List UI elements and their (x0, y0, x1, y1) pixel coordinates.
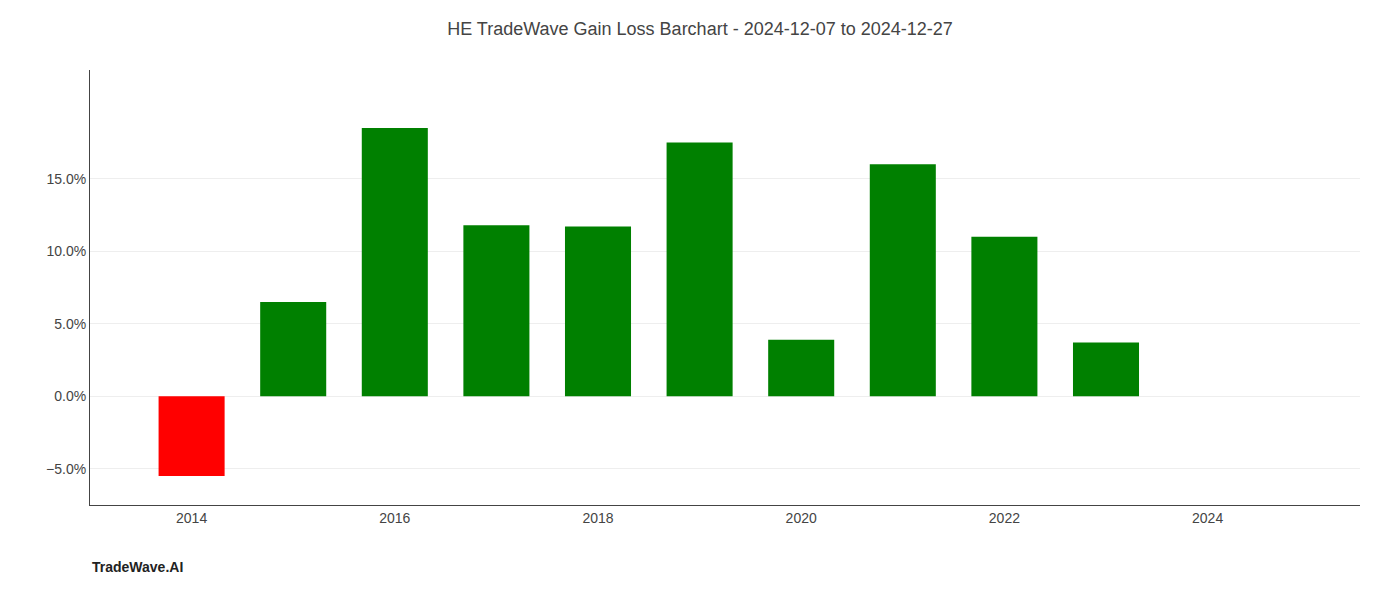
svg-text:2016: 2016 (379, 510, 410, 526)
svg-text:2014: 2014 (176, 510, 207, 526)
svg-text:2022: 2022 (989, 510, 1020, 526)
svg-text:HE TradeWave Gain Loss Barchar: HE TradeWave Gain Loss Barchart - 2024-1… (447, 19, 953, 39)
svg-text:15.0%: 15.0% (46, 171, 86, 187)
svg-text:0.0%: 0.0% (54, 388, 86, 404)
svg-text:2024: 2024 (1192, 510, 1223, 526)
svg-text:TradeWave.AI: TradeWave.AI (92, 559, 183, 575)
svg-text:2020: 2020 (786, 510, 817, 526)
svg-text:−5.0%: −5.0% (46, 461, 86, 477)
svg-text:2018: 2018 (582, 510, 613, 526)
svg-text:5.0%: 5.0% (54, 316, 86, 332)
svg-text:10.0%: 10.0% (46, 243, 86, 259)
